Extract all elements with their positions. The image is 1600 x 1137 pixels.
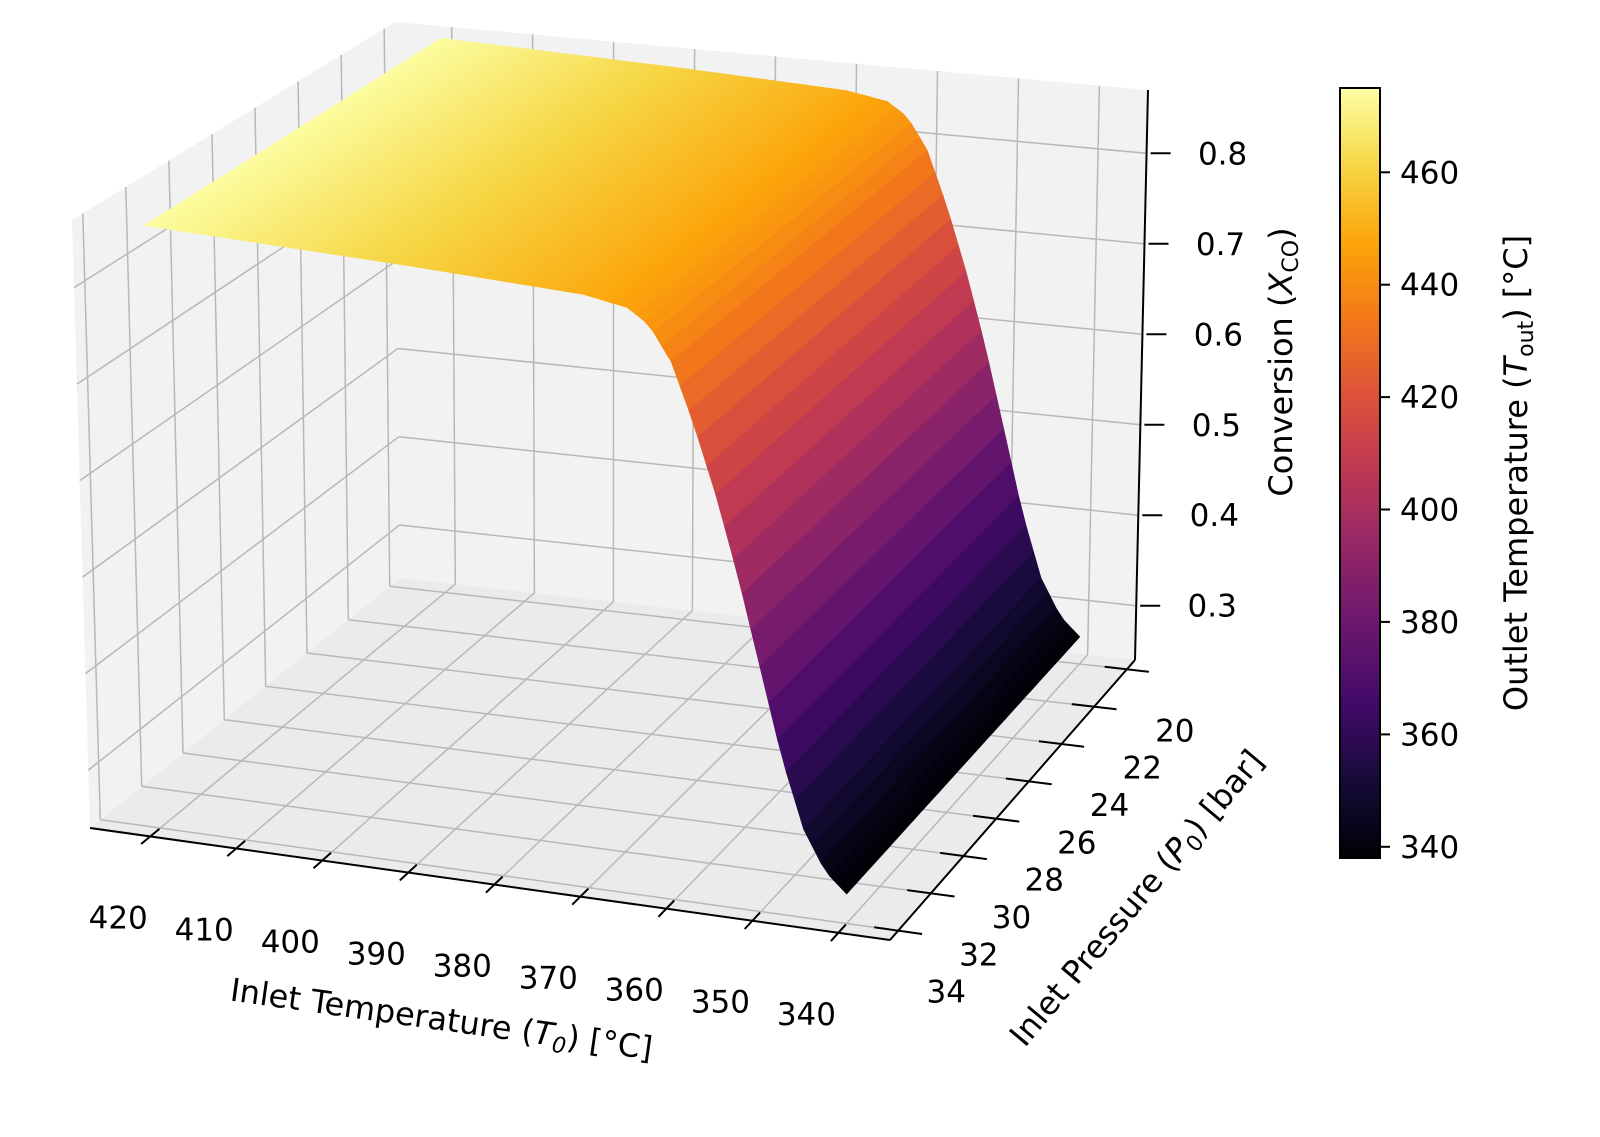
y-tick-label: 32 <box>959 937 998 973</box>
x-tick-label: 390 <box>347 937 406 973</box>
z-tick-label: 0.3 <box>1188 589 1237 625</box>
y-tick-label: 20 <box>1155 713 1194 749</box>
z-tick-label: 0.7 <box>1196 227 1245 263</box>
x-axis-label: Inlet Temperature (T0) [°C] <box>227 971 655 1072</box>
z-tick-label: 0.6 <box>1194 317 1243 353</box>
z-tick-label: 0.8 <box>1198 136 1247 172</box>
colorbar: 340 360 380 400 420 440 460 <box>1340 88 1459 866</box>
colorbar-tick-label: 420 <box>1400 380 1459 416</box>
colorbar-tick-label: 440 <box>1400 268 1459 304</box>
y-tick-label: 30 <box>992 900 1031 936</box>
y-tick-label: 34 <box>926 975 965 1011</box>
colorbar-tick-label: 340 <box>1400 830 1459 866</box>
y-tick-label: 28 <box>1024 863 1063 899</box>
x-tick-label: 380 <box>433 949 492 985</box>
x-tick-label: 420 <box>89 900 148 936</box>
z-axis-label: Conversion (XCO) <box>1262 227 1304 496</box>
x-tick-label: 360 <box>605 973 664 1009</box>
x-tick-label: 350 <box>691 985 750 1021</box>
y-tick-label: 26 <box>1057 825 1096 861</box>
x-tick-label: 410 <box>175 913 234 949</box>
z-tick-label: 0.5 <box>1192 408 1241 444</box>
y-axis-label: Inlet Pressure (P0) [bar] <box>1002 742 1275 1056</box>
colorbar-tick-label: 460 <box>1400 155 1459 191</box>
colorbar-label: Outlet Temperature (Tout) [°C] <box>1497 235 1539 711</box>
x-tick-label: 340 <box>777 997 836 1033</box>
colorbar-tick-label: 400 <box>1400 493 1459 529</box>
y-tick-label: 22 <box>1122 751 1161 787</box>
colorbar-tick-label: 360 <box>1400 717 1459 753</box>
y-tick-label: 24 <box>1090 788 1129 824</box>
x-tick-label: 370 <box>519 961 578 997</box>
colorbar-tick-label: 380 <box>1400 605 1459 641</box>
x-tick-label: 400 <box>261 925 320 961</box>
z-tick-label: 0.4 <box>1190 498 1239 534</box>
colorbar-gradient <box>1340 88 1380 858</box>
